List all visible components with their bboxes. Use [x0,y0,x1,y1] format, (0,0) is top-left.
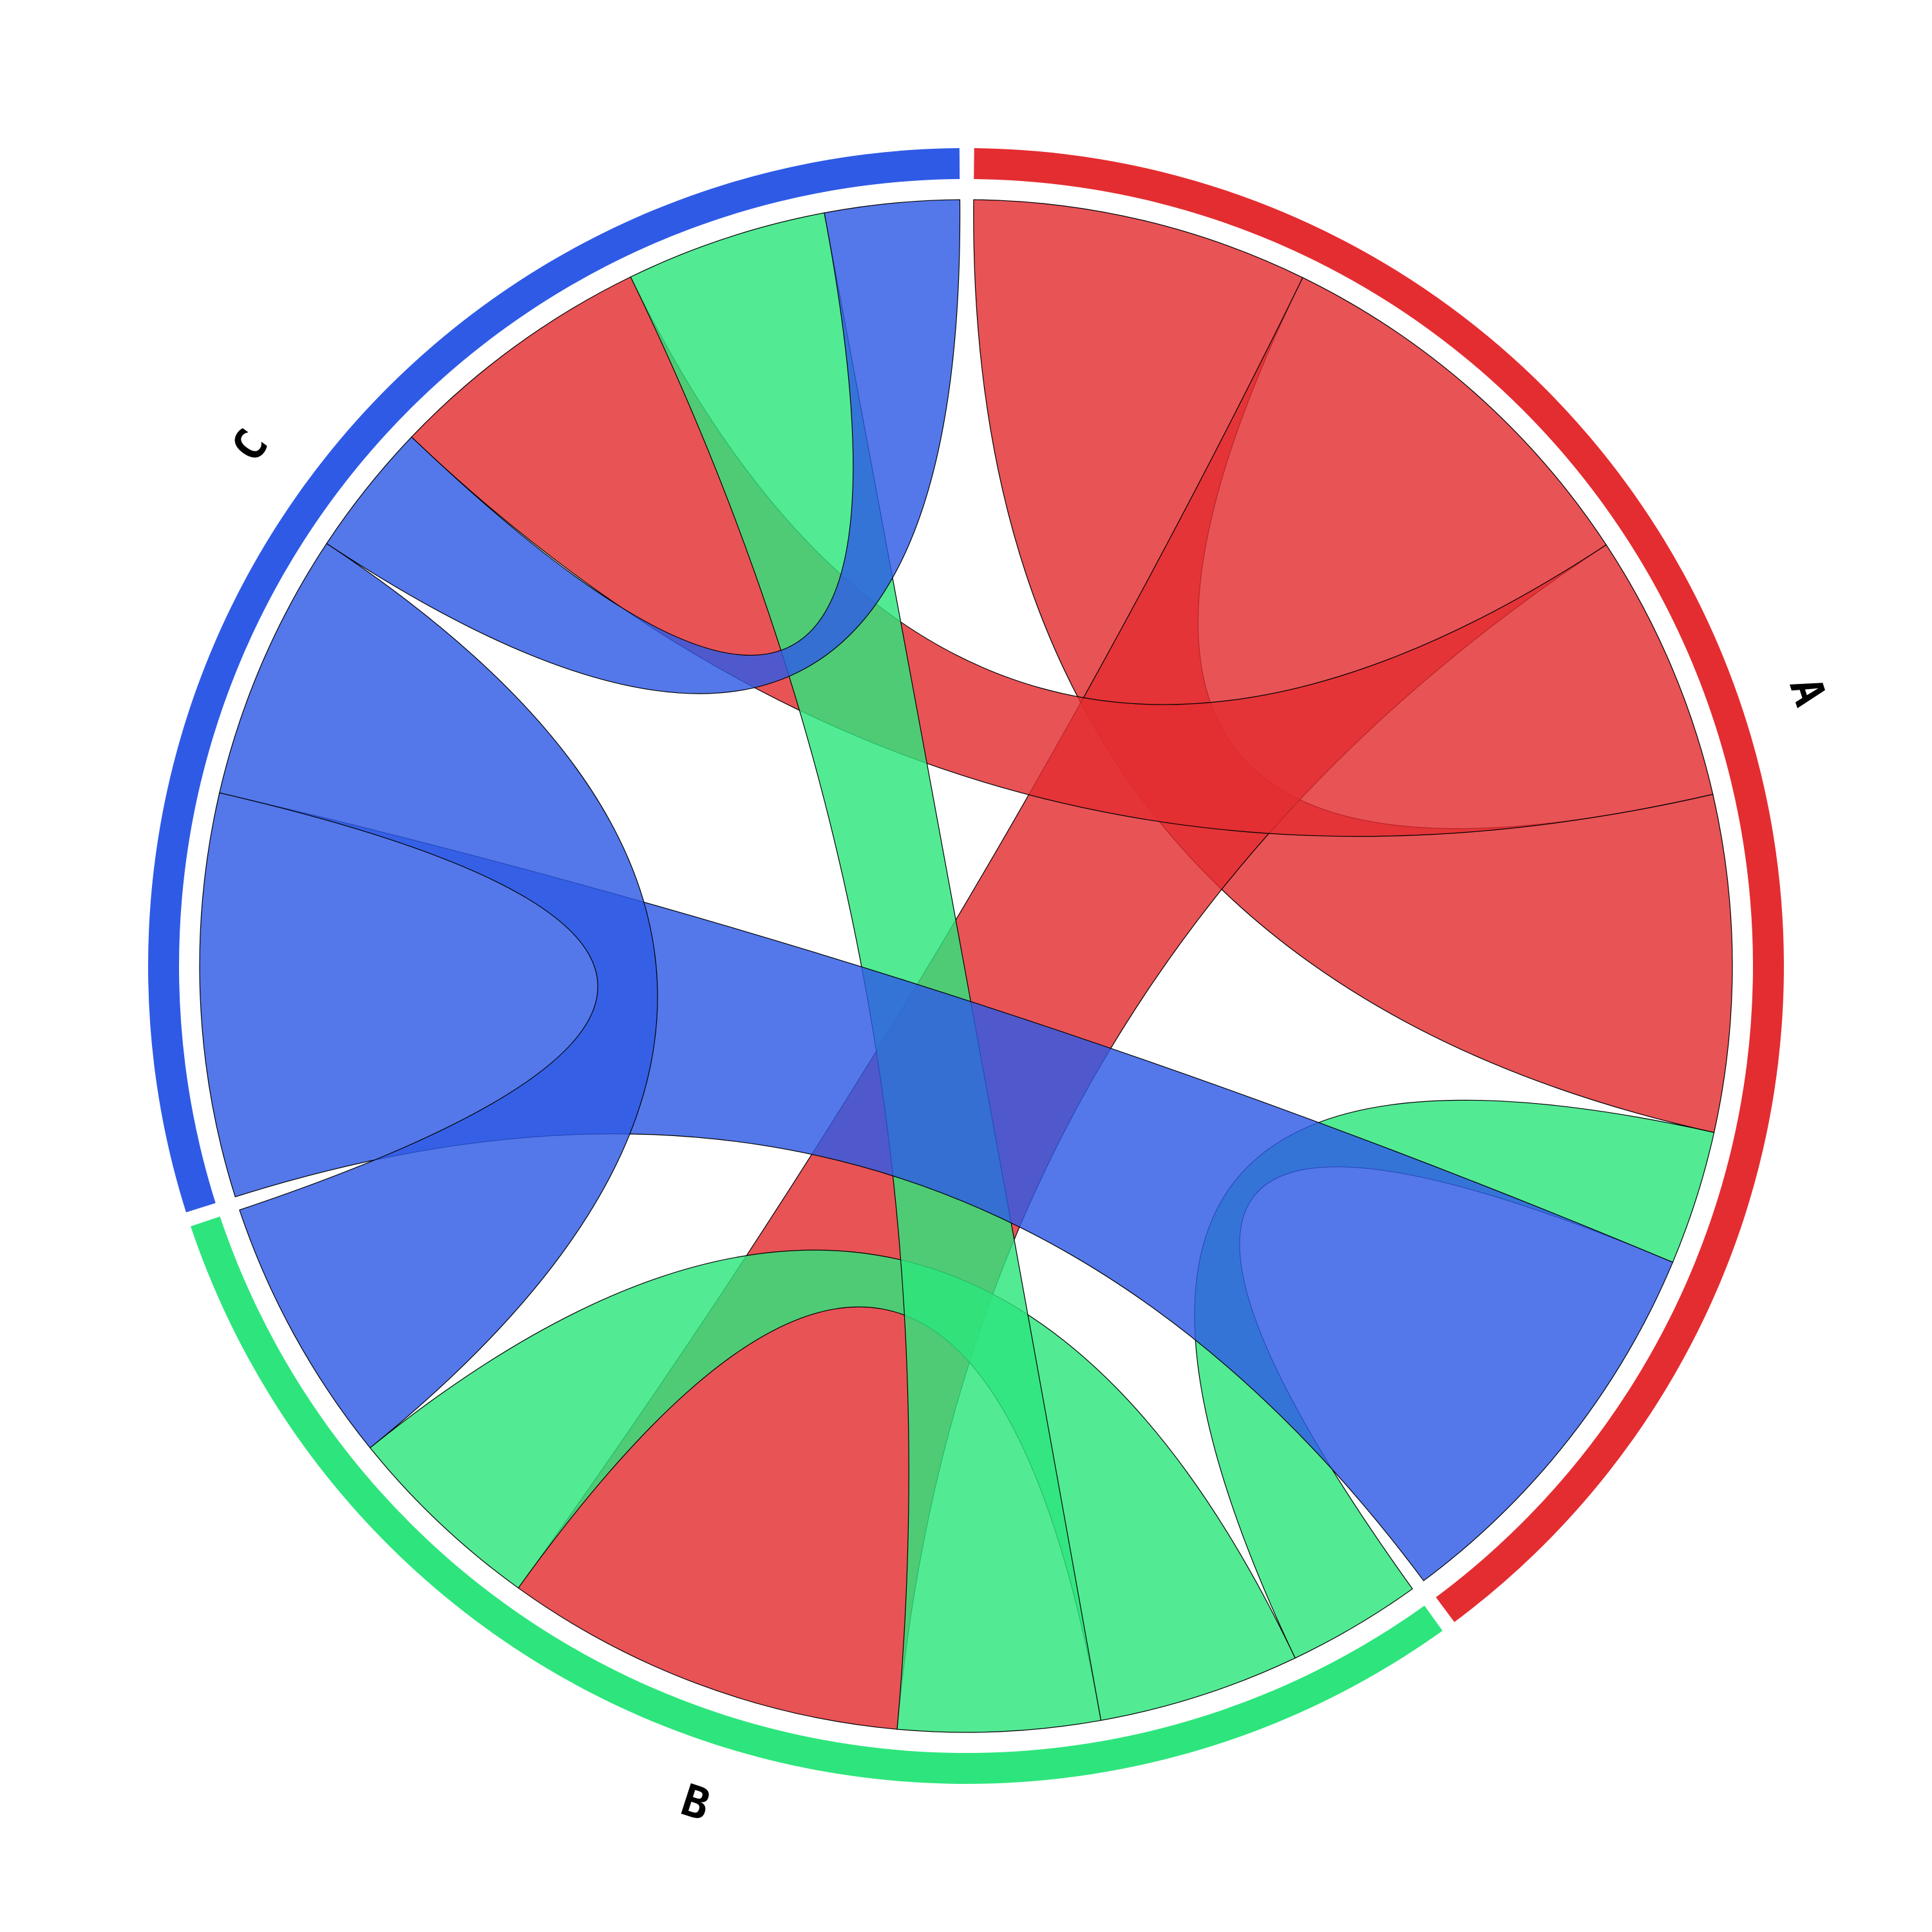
ribbon-c-to-c [326,199,961,694]
ribbon-c-to-b [219,543,658,1449]
ribbons-layer [199,199,1733,1733]
group-label-c: C [222,421,279,472]
group-label-b: B [675,1775,715,1832]
group-label-a: A [1779,672,1835,712]
